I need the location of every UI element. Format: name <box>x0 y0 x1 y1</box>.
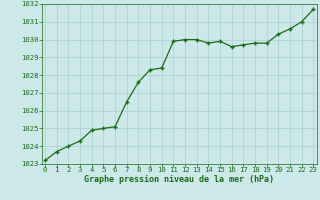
X-axis label: Graphe pression niveau de la mer (hPa): Graphe pression niveau de la mer (hPa) <box>84 175 274 184</box>
